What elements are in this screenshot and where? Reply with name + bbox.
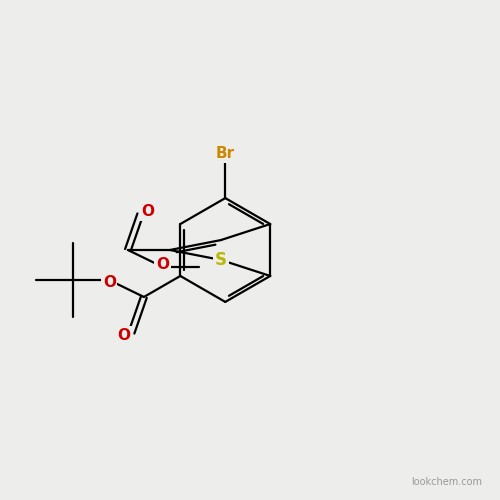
Text: O: O bbox=[156, 258, 169, 272]
Text: O: O bbox=[118, 328, 130, 342]
Text: Br: Br bbox=[216, 146, 235, 161]
Text: S: S bbox=[215, 251, 227, 269]
Text: O: O bbox=[141, 204, 154, 220]
Text: O: O bbox=[103, 274, 116, 289]
Text: lookchem.com: lookchem.com bbox=[412, 478, 482, 488]
